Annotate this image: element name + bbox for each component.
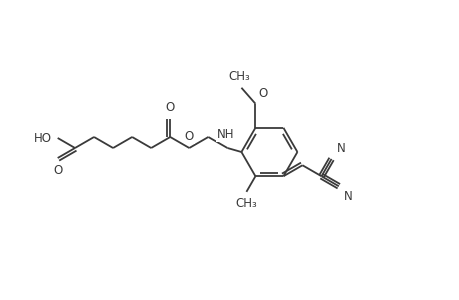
Text: CH₃: CH₃ xyxy=(235,197,257,210)
Text: O: O xyxy=(165,101,174,114)
Text: NH: NH xyxy=(216,128,234,141)
Text: HO: HO xyxy=(34,131,51,145)
Text: O: O xyxy=(53,164,62,177)
Text: O: O xyxy=(185,130,194,143)
Text: CH₃: CH₃ xyxy=(228,70,250,83)
Text: N: N xyxy=(343,190,352,203)
Text: O: O xyxy=(258,87,267,100)
Text: N: N xyxy=(336,142,345,155)
